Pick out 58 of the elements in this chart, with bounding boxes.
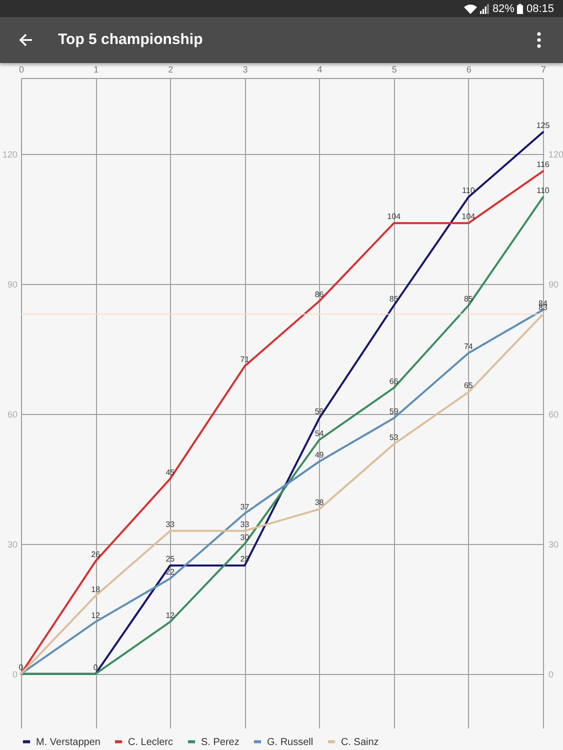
data-label: 125 xyxy=(536,121,550,130)
legend-label: C. Sainz xyxy=(341,736,379,748)
data-label: 12 xyxy=(166,610,176,620)
y2-tick-label: 0 xyxy=(548,669,554,680)
x-tick-label: 0 xyxy=(18,64,24,74)
legend-label: M. Verstappen xyxy=(36,736,100,748)
y2-tick-label: 120 xyxy=(548,149,563,160)
data-label: 116 xyxy=(536,160,550,170)
data-label: 25 xyxy=(166,554,176,564)
data-label: 53 xyxy=(389,433,399,442)
data-label: 110 xyxy=(462,186,476,196)
legend-label: S. Perez xyxy=(201,736,240,748)
x-tick-label: 5 xyxy=(392,64,397,74)
data-label: 65 xyxy=(464,381,474,390)
data-label: 66 xyxy=(389,376,399,386)
y-tick-label: 120 xyxy=(2,149,18,160)
data-label: 33 xyxy=(166,520,176,529)
data-label: 38 xyxy=(314,498,324,508)
data-label: 54 xyxy=(314,428,324,438)
y2-tick-label: 90 xyxy=(548,279,559,290)
y-tick-label: 90 xyxy=(7,279,18,290)
legend-label: G. Russell xyxy=(267,736,314,748)
data-label: 33 xyxy=(240,520,250,529)
data-label: 104 xyxy=(387,212,402,222)
legend-label: C. Leclerc xyxy=(128,736,174,748)
data-label: 0 xyxy=(18,662,24,672)
data-label: 0 xyxy=(93,662,98,672)
data-label: 85 xyxy=(389,294,399,304)
data-label: 104 xyxy=(462,212,476,222)
data-label: 71 xyxy=(240,355,250,364)
data-label: 110 xyxy=(536,186,550,196)
data-label: 86 xyxy=(314,290,324,300)
x-tick-label: 7 xyxy=(540,64,546,74)
data-label: 26 xyxy=(91,550,101,560)
data-label: 59 xyxy=(389,407,399,416)
data-label: 85 xyxy=(464,294,474,304)
data-label: 59 xyxy=(314,407,324,416)
text: 08:15 xyxy=(526,2,554,14)
data-label: 22 xyxy=(166,568,176,576)
data-label: 37 xyxy=(240,502,250,512)
data-label: 49 xyxy=(314,450,324,460)
y2-tick-label: 30 xyxy=(548,539,559,550)
x-tick-label: 6 xyxy=(466,64,472,74)
x-tick-label: 4 xyxy=(317,64,322,74)
data-label: 74 xyxy=(464,342,474,352)
x-tick-label: 2 xyxy=(168,64,174,74)
chart-title: Top 5 championship xyxy=(58,30,203,50)
y-tick-label: 60 xyxy=(7,409,18,420)
data-label: 18 xyxy=(91,584,101,594)
y-tick-label: 0 xyxy=(12,669,18,680)
y-tick-label: 30 xyxy=(7,539,18,550)
data-label: 12 xyxy=(91,610,101,620)
x-tick-label: 1 xyxy=(94,64,99,74)
x-tick-label: 3 xyxy=(242,64,248,74)
text: 82% xyxy=(492,2,514,14)
data-label: 45 xyxy=(166,468,176,477)
y2-tick-label: 60 xyxy=(548,409,559,420)
data-label: 30 xyxy=(240,532,250,542)
